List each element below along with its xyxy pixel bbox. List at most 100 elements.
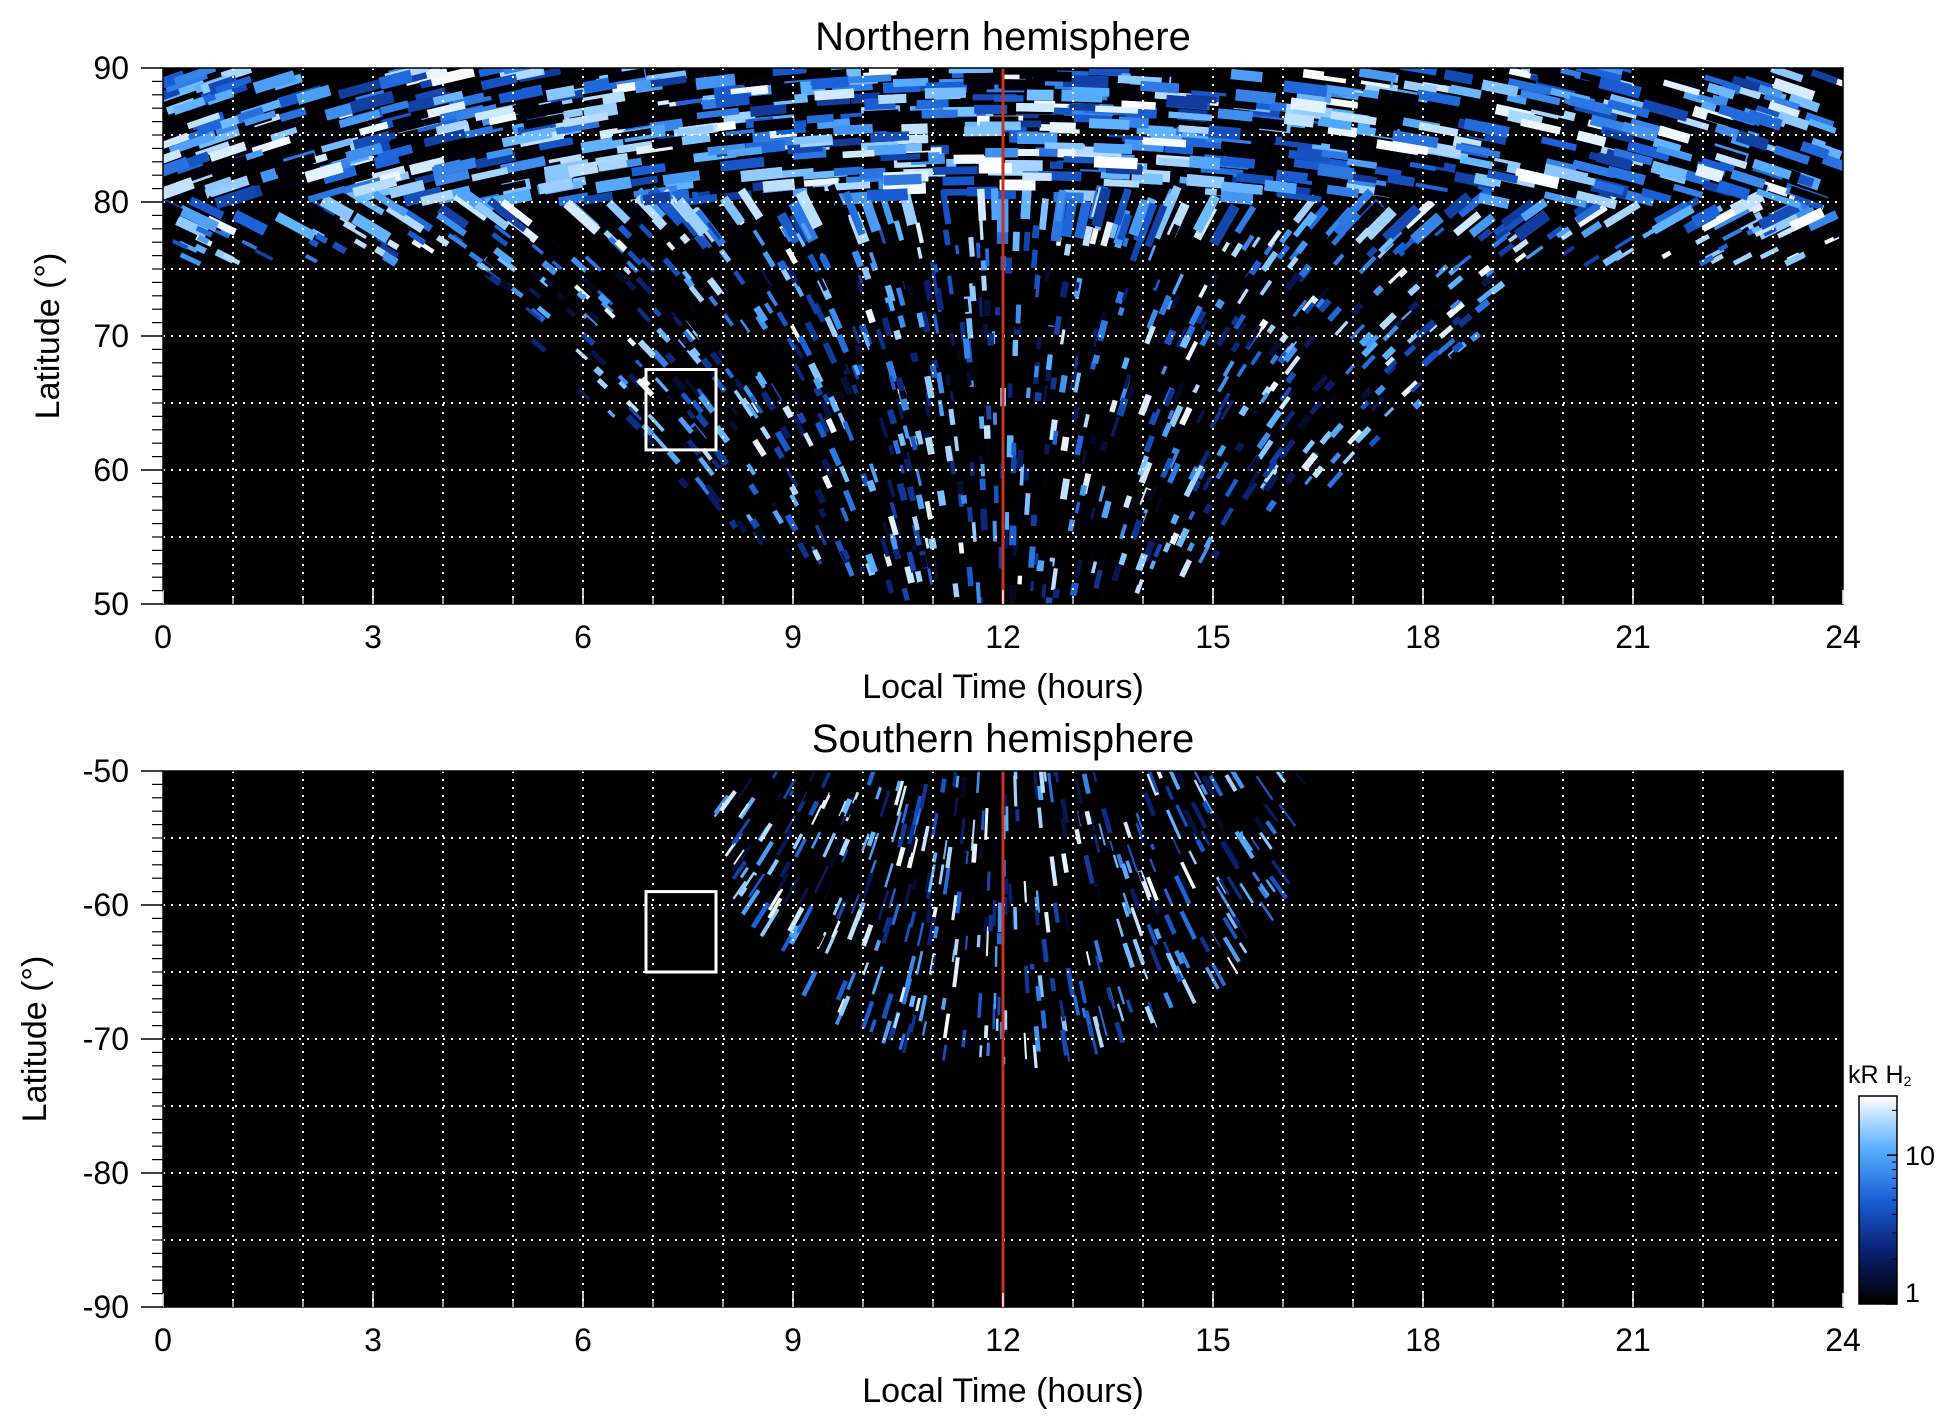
north-emission-cell: [508, 225, 530, 245]
south-emission-cell: [1004, 896, 1008, 915]
north-emission-cell: [580, 331, 596, 347]
south-emission-cell: [984, 808, 989, 840]
north-emission-cell: [584, 255, 602, 272]
south-emission-cell: [888, 888, 897, 909]
north-emission-cell: [1214, 298, 1225, 310]
north-emission-cell: [1376, 139, 1420, 156]
north-emission-cell: [322, 165, 358, 185]
north-emission-cell: [681, 133, 711, 146]
north-emission-cell: [1283, 113, 1315, 128]
north-emission-cell: [791, 415, 807, 438]
south-emission-cell: [1264, 803, 1279, 823]
north-emission-cell: [1804, 248, 1825, 261]
south-emission-cell: [892, 1012, 901, 1029]
north-emission-cell: [1443, 69, 1474, 85]
south-emission-cell: [913, 941, 926, 973]
south-emission-cell: [942, 866, 951, 895]
north-emission-cell: [1059, 478, 1070, 500]
north-emission-cell: [706, 277, 724, 296]
north-emission-cell: [1088, 118, 1130, 130]
north-emission-cell: [1282, 345, 1298, 363]
south-emission-cell: [1077, 802, 1085, 831]
north-emission-cell: [1101, 548, 1110, 566]
north-emission-cell: [733, 270, 746, 286]
north-emission-cell: [1170, 513, 1180, 525]
north-emission-cell: [994, 95, 1024, 102]
north-emission-cell: [884, 284, 896, 303]
north-emission-cell: [1732, 252, 1753, 266]
north-emission-cell: [1392, 241, 1406, 256]
north-emission-cell: [1144, 204, 1168, 248]
north-emission-cell: [593, 366, 604, 377]
north-emission-cell: [337, 78, 385, 100]
north-emission-cell: [576, 387, 591, 401]
north-emission-cell: [720, 156, 765, 172]
south-emission-cell: [811, 804, 823, 825]
south-emission-cell: [1251, 838, 1261, 851]
north-emission-cell: [1123, 578, 1133, 599]
north-emission-cell: [1141, 243, 1154, 264]
north-emission-cell: [1614, 235, 1635, 250]
north-emission-cell: [910, 436, 918, 451]
north-emission-cell: [1748, 144, 1792, 165]
north-emission-cell: [304, 161, 344, 183]
south-x-tick-label: 9: [784, 1322, 802, 1358]
north-emission-cell: [1167, 409, 1175, 420]
north-emission-cell: [1079, 484, 1088, 497]
north-emission-cell: [907, 285, 915, 296]
south-emission-cell: [730, 818, 751, 846]
south-emission-cell: [915, 950, 924, 975]
north-emission-cell: [825, 417, 837, 434]
north-emission-cell: [163, 115, 182, 135]
south-emission-cell: [829, 774, 841, 797]
north-emission-cell: [1221, 241, 1230, 253]
north-emission-cell: [1202, 503, 1213, 515]
south-emission-cell: [1074, 828, 1082, 845]
south-emission-cell: [1116, 1003, 1125, 1022]
north-emission-cell: [686, 347, 702, 365]
south-emission-cell: [979, 848, 983, 859]
south-emission-cell: [1163, 991, 1174, 1009]
north-emission-cell: [974, 104, 1008, 114]
north-emission-cell: [828, 307, 843, 330]
south-emission-cell: [862, 872, 875, 897]
north-emission-cell: [1400, 308, 1419, 326]
north-emission-cell: [1192, 383, 1200, 394]
north-emission-cell: [979, 478, 986, 491]
south-emission-cell: [1149, 1022, 1159, 1035]
north-emission-cell: [896, 541, 903, 555]
north-emission-cell: [1119, 523, 1128, 540]
north-y-tick-label: 90: [93, 50, 129, 86]
north-emission-cell: [1236, 363, 1248, 378]
north-emission-cell: [869, 318, 880, 341]
north-emission-cell: [940, 420, 948, 438]
south-emission-cell: [1123, 821, 1132, 839]
north-emission-cell: [1260, 392, 1270, 404]
north-emission-cell: [1034, 392, 1042, 402]
north-emission-cell: [1220, 141, 1267, 154]
south-emission-cell: [1176, 868, 1191, 892]
north-emission-cell: [858, 563, 866, 575]
north-emission-cell: [1285, 339, 1298, 354]
north-emission-cell: [784, 513, 799, 532]
north-emission-cell: [650, 75, 687, 88]
north-emission-cell: [822, 520, 836, 541]
north-x-tick-label: 15: [1195, 619, 1231, 655]
north-emission-cell: [1265, 499, 1277, 513]
north-emission-cell: [1701, 209, 1736, 232]
south-emission-cell: [1234, 830, 1255, 860]
north-emission-cell: [673, 347, 687, 363]
south-emission-cell: [1059, 1029, 1069, 1056]
south-emission-cell: [895, 780, 902, 792]
north-emission-cell: [827, 183, 849, 221]
south-emission-cell: [1199, 924, 1209, 939]
north-emission-cell: [1543, 191, 1587, 208]
south-emission-cell: [1042, 771, 1048, 782]
north-emission-cell: [1396, 238, 1417, 257]
north-emission-cell: [1023, 350, 1029, 366]
north-emission-cell: [840, 507, 850, 522]
north-emission-cell: [1326, 184, 1360, 198]
north-emission-cell: [677, 476, 690, 489]
north-emission-cell: [1033, 365, 1039, 378]
